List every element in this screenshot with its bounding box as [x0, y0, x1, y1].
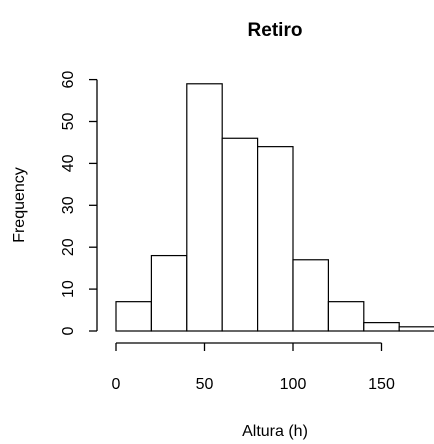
x-tick-label-3: 150	[368, 376, 395, 393]
histogram-bar-3	[221, 137, 259, 332]
histogram-bar-5	[292, 259, 330, 332]
y-tick-label-1: 10	[60, 280, 77, 298]
y-tick-label-0: 0	[60, 326, 77, 335]
y-tick-label-3: 30	[60, 196, 77, 214]
x-tick-label-0: 0	[112, 376, 121, 393]
x-tick-label-1: 50	[196, 376, 214, 393]
chart-title: Retiro	[248, 20, 303, 41]
x-axis: 0 50 100 150	[112, 342, 395, 393]
histogram-bar-2	[186, 83, 223, 332]
histogram-bar-6	[327, 301, 365, 332]
y-tick-label-6: 60	[60, 71, 77, 89]
histogram-bar-4	[257, 146, 294, 332]
y-axis: 0 10 20 30 40 50 60	[60, 71, 98, 335]
histogram-bar-7	[363, 322, 400, 332]
x-axis-label: Altura (h)	[242, 423, 308, 440]
histogram-bar-1	[150, 254, 188, 332]
histogram-bar-8	[398, 326, 434, 332]
x-tick-label-2: 100	[280, 376, 307, 393]
histogram-bar-0	[115, 301, 153, 332]
y-tick-label-4: 40	[60, 154, 77, 172]
bars-group	[115, 83, 434, 332]
y-tick-label-5: 50	[60, 113, 77, 131]
y-axis-label: Frequency	[11, 167, 28, 243]
y-tick-label-2: 20	[60, 238, 77, 256]
